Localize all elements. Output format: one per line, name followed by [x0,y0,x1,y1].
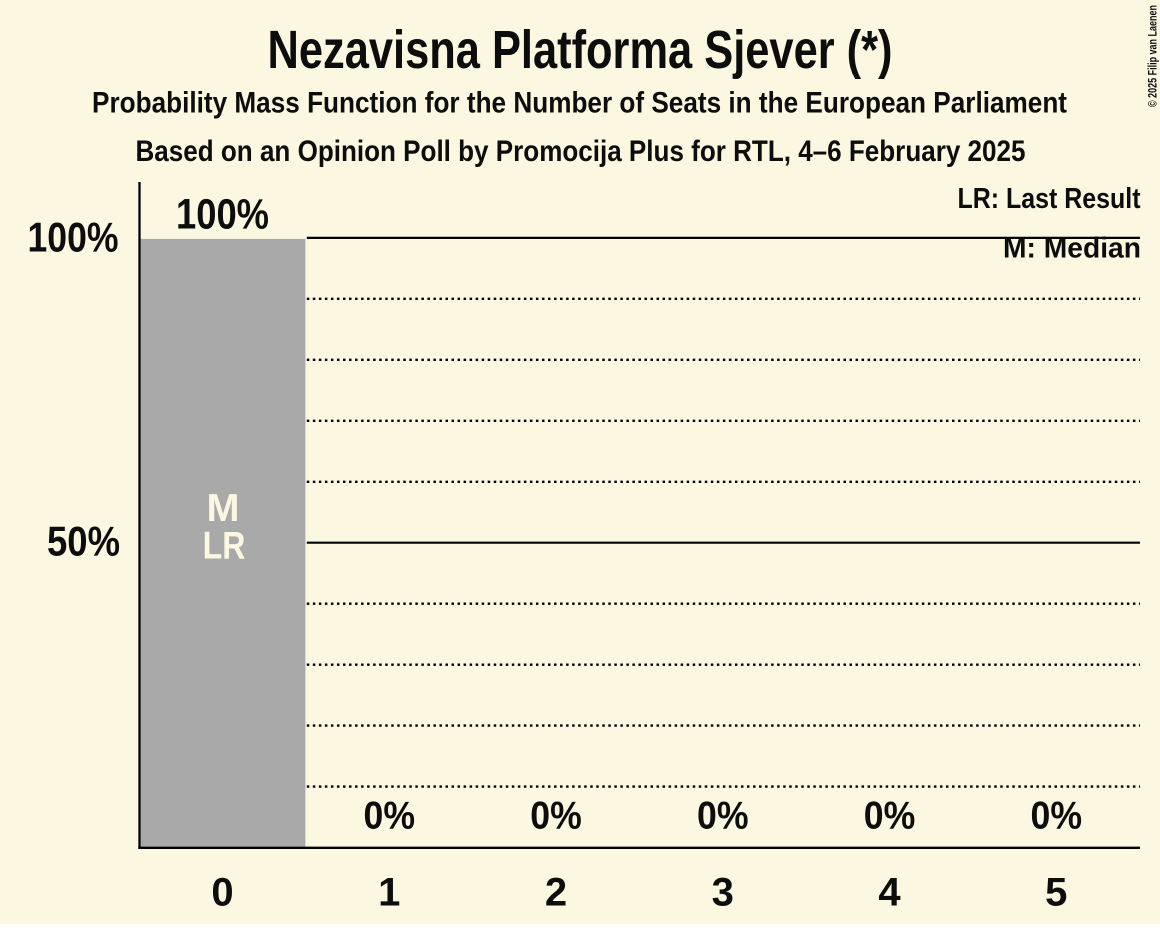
svg-text:M: M [207,487,240,530]
svg-text:100%: 100% [28,213,119,260]
svg-text:0%: 0% [864,795,916,838]
svg-text:0: 0 [211,871,233,915]
svg-text:5: 5 [1045,871,1067,915]
svg-text:Nezavisna Platforma Sjever (*): Nezavisna Platforma Sjever (*) [268,20,893,80]
svg-text:0%: 0% [697,795,749,838]
svg-text:0%: 0% [530,795,582,838]
svg-text:100%: 100% [176,192,269,239]
svg-text:4: 4 [878,871,901,915]
svg-text:© 2025 Filip van Laenen: © 2025 Filip van Laenen [1148,5,1160,107]
svg-text:LR: LR [203,525,246,568]
svg-text:3: 3 [712,871,734,915]
svg-text:1: 1 [378,871,400,915]
svg-text:50%: 50% [47,517,120,564]
svg-text:0%: 0% [1031,795,1083,838]
svg-text:Based on an Opinion Poll by Pr: Based on an Opinion Poll by Promocija Pl… [136,135,1026,168]
svg-text:2: 2 [545,871,567,915]
svg-text:LR: Last Result: LR: Last Result [958,183,1141,215]
svg-text:Probability Mass Function for: Probability Mass Function for the Number… [92,87,1067,120]
svg-text:M: Median: M: Median [1003,233,1141,265]
svg-text:0%: 0% [364,795,416,838]
